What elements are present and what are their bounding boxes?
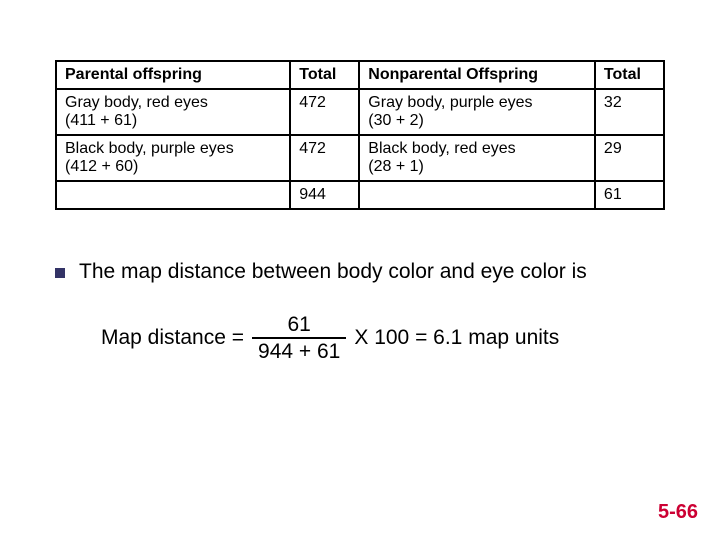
cell-line1: Black body, red eyes <box>368 140 586 158</box>
formula-rhs: X 100 = 6.1 map units <box>354 326 559 350</box>
col-total2: Total <box>595 61 664 89</box>
bullet-line: The map distance between body color and … <box>55 260 665 284</box>
cell-empty <box>56 181 290 209</box>
cell-total1: 472 <box>290 135 359 181</box>
cell-line1: Black body, purple eyes <box>65 140 281 158</box>
cell-line2: (412 + 60) <box>65 158 281 176</box>
page-number: 5-66 <box>658 501 698 524</box>
col-total1: Total <box>290 61 359 89</box>
table-header-row: Parental offspring Total Nonparental Off… <box>56 61 664 89</box>
cell-sum2: 61 <box>595 181 664 209</box>
cell-total1: 472 <box>290 89 359 135</box>
cell-line1: Gray body, red eyes <box>65 94 281 112</box>
col-parental: Parental offspring <box>56 61 290 89</box>
table-row: Gray body, red eyes (411 + 61) 472 Gray … <box>56 89 664 135</box>
cell-total2: 32 <box>595 89 664 135</box>
cell-line2: (28 + 1) <box>368 158 586 176</box>
table-row: Black body, purple eyes (412 + 60) 472 B… <box>56 135 664 181</box>
cell-total2: 29 <box>595 135 664 181</box>
formula-fraction: 61 944 + 61 <box>252 312 346 364</box>
col-nonparental: Nonparental Offspring <box>359 61 595 89</box>
cell-nonparental: Black body, red eyes (28 + 1) <box>359 135 595 181</box>
cell-sum1: 944 <box>290 181 359 209</box>
formula-lhs: Map distance = <box>101 326 244 350</box>
cell-nonparental: Gray body, purple eyes (30 + 2) <box>359 89 595 135</box>
slide-content: Parental offspring Total Nonparental Off… <box>0 0 720 540</box>
formula-numerator: 61 <box>282 312 317 337</box>
offspring-table: Parental offspring Total Nonparental Off… <box>55 60 665 210</box>
map-distance-formula: Map distance = 61 944 + 61 X 100 = 6.1 m… <box>101 312 665 364</box>
formula-denominator: 944 + 61 <box>252 337 346 364</box>
bullet-text: The map distance between body color and … <box>79 260 587 284</box>
cell-line2: (30 + 2) <box>368 112 586 130</box>
cell-empty <box>359 181 595 209</box>
bullet-icon <box>55 268 65 278</box>
cell-line2: (411 + 61) <box>65 112 281 130</box>
cell-parental: Gray body, red eyes (411 + 61) <box>56 89 290 135</box>
table-totals-row: 944 61 <box>56 181 664 209</box>
cell-parental: Black body, purple eyes (412 + 60) <box>56 135 290 181</box>
cell-line1: Gray body, purple eyes <box>368 94 586 112</box>
